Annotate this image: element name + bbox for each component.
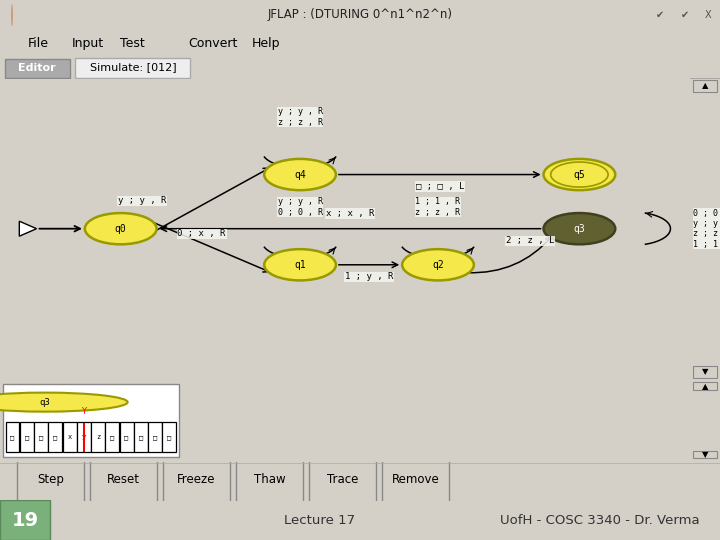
FancyBboxPatch shape: [693, 366, 717, 377]
FancyBboxPatch shape: [75, 58, 190, 78]
Text: □: □: [53, 434, 58, 440]
Text: Convert: Convert: [188, 37, 238, 50]
Text: Lecture 17: Lecture 17: [284, 514, 356, 526]
FancyBboxPatch shape: [5, 58, 70, 78]
Text: Thaw: Thaw: [253, 473, 285, 486]
Text: □: □: [110, 434, 114, 440]
Circle shape: [85, 213, 156, 244]
Text: 0 ; x , R: 0 ; x , R: [178, 230, 226, 239]
Circle shape: [544, 213, 616, 244]
FancyBboxPatch shape: [19, 422, 34, 452]
FancyBboxPatch shape: [693, 450, 717, 458]
Circle shape: [402, 249, 474, 280]
Text: q3: q3: [574, 224, 585, 234]
FancyBboxPatch shape: [693, 382, 717, 390]
FancyBboxPatch shape: [34, 422, 48, 452]
FancyBboxPatch shape: [63, 422, 76, 452]
Text: □: □: [167, 434, 171, 440]
FancyBboxPatch shape: [0, 500, 50, 540]
Text: ▲: ▲: [701, 382, 708, 391]
Text: □: □: [39, 434, 43, 440]
Text: x ; x , R: x ; x , R: [326, 209, 374, 218]
Text: □ ; □ , L: □ ; □ , L: [415, 182, 464, 191]
Text: x: x: [68, 434, 72, 440]
Text: Input: Input: [72, 37, 104, 50]
Text: □: □: [153, 434, 157, 440]
FancyBboxPatch shape: [382, 430, 449, 535]
Text: q0: q0: [114, 224, 127, 234]
Text: 0 ; 0 , L
y ; y , L
z ; z , L
1 ; 1 , L: 0 ; 0 , L y ; y , L z ; z , L 1 ; 1 , L: [693, 208, 720, 249]
Text: X: X: [705, 10, 711, 19]
Text: UofH - COSC 3340 - Dr. Verma: UofH - COSC 3340 - Dr. Verma: [500, 514, 700, 526]
Text: z: z: [96, 434, 100, 440]
Text: Editor: Editor: [18, 63, 56, 72]
Text: ✔: ✔: [681, 10, 689, 19]
Text: File: File: [28, 37, 49, 50]
FancyBboxPatch shape: [163, 430, 230, 535]
FancyBboxPatch shape: [309, 430, 376, 535]
Text: □: □: [10, 434, 14, 440]
Circle shape: [264, 249, 336, 280]
Circle shape: [264, 159, 336, 190]
Circle shape: [0, 393, 127, 411]
Text: ▼: ▼: [701, 367, 708, 376]
Text: ▲: ▲: [701, 82, 708, 90]
Text: Y: Y: [81, 407, 86, 416]
FancyBboxPatch shape: [105, 422, 120, 452]
Text: 2 ; z , L: 2 ; z , L: [506, 237, 554, 246]
Text: Help: Help: [252, 37, 281, 50]
FancyBboxPatch shape: [6, 422, 19, 452]
Text: Trace: Trace: [327, 473, 358, 486]
FancyBboxPatch shape: [48, 422, 62, 452]
Text: □: □: [139, 434, 143, 440]
FancyBboxPatch shape: [91, 422, 105, 452]
Text: Step: Step: [37, 473, 64, 486]
FancyBboxPatch shape: [134, 422, 148, 452]
Text: Reset: Reset: [107, 473, 140, 486]
Text: JFLAP : (DTURING 0^n1^n2^n): JFLAP : (DTURING 0^n1^n2^n): [268, 8, 452, 21]
Text: ▼: ▼: [701, 450, 708, 459]
FancyBboxPatch shape: [693, 80, 717, 92]
FancyBboxPatch shape: [148, 422, 162, 452]
FancyBboxPatch shape: [120, 422, 133, 452]
FancyBboxPatch shape: [236, 430, 303, 535]
Text: □: □: [24, 434, 29, 440]
Text: q3: q3: [40, 397, 50, 407]
Polygon shape: [19, 221, 37, 236]
Text: y: y: [81, 434, 86, 440]
Text: 1 ; 1 , R
z ; z , R: 1 ; 1 , R z ; z , R: [415, 198, 461, 217]
Text: Freeze: Freeze: [177, 473, 216, 486]
Text: q5: q5: [574, 170, 585, 179]
Text: 1 ; y , R: 1 ; y , R: [345, 272, 393, 281]
FancyBboxPatch shape: [4, 384, 179, 457]
Text: Remove: Remove: [392, 473, 439, 486]
FancyBboxPatch shape: [17, 430, 84, 535]
Text: q1: q1: [294, 260, 306, 270]
Text: y ; y , R
0 ; 0 , R: y ; y , R 0 ; 0 , R: [277, 198, 323, 217]
Text: y ; y , R
z ; z , R: y ; y , R z ; z , R: [277, 107, 323, 126]
Text: q4: q4: [294, 170, 306, 179]
FancyBboxPatch shape: [90, 430, 157, 535]
Text: Simulate: [012]: Simulate: [012]: [90, 63, 176, 72]
FancyBboxPatch shape: [162, 422, 176, 452]
Text: 19: 19: [12, 510, 39, 530]
Circle shape: [544, 159, 616, 190]
Text: □: □: [125, 434, 129, 440]
Text: ✔: ✔: [656, 10, 664, 19]
Text: Test: Test: [120, 37, 145, 50]
Text: y ; y , R: y ; y , R: [118, 197, 166, 205]
Text: q2: q2: [432, 260, 444, 270]
FancyBboxPatch shape: [77, 422, 91, 452]
